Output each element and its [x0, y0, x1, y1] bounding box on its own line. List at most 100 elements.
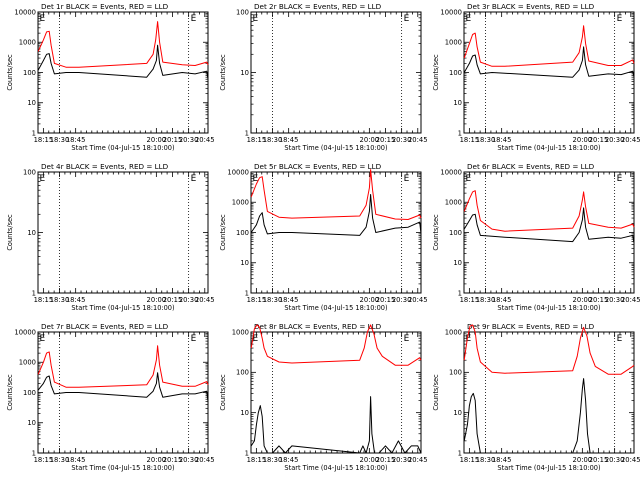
flag-marker-start: E	[253, 174, 259, 184]
x-tick-label: 20:45	[621, 296, 640, 304]
y-tick-label: 1	[245, 129, 249, 137]
series-events-line	[463, 46, 635, 78]
x-axis-label: Start Time (04-Jul-15 18:10:00)	[284, 304, 387, 312]
panel-det-8r: Det 8r BLACK = Events, RED = LLD18:1518:…	[219, 322, 428, 472]
x-tick-label: 20:00	[147, 456, 167, 464]
x-tick-label: 18:15	[460, 136, 480, 144]
y-tick-label: 10000	[14, 8, 36, 16]
y-tick-label: 100	[23, 69, 36, 77]
x-axis-label: Start Time (04-Jul-15 18:10:00)	[497, 464, 600, 472]
x-tick-label: 20:15	[376, 136, 396, 144]
x-axis-label: Start Time (04-Jul-15 18:10:00)	[71, 464, 174, 472]
x-tick-label: 20:15	[376, 296, 396, 304]
y-tick-label: 1	[245, 289, 249, 297]
y-tick-label: 10	[240, 409, 249, 417]
x-tick-label: 18:45	[492, 136, 512, 144]
x-tick-label: 20:15	[589, 136, 609, 144]
x-tick-label: 20:30	[179, 136, 199, 144]
x-tick-label: 20:30	[392, 296, 412, 304]
x-tick-label: 18:30	[50, 296, 70, 304]
x-tick-label: 20:45	[195, 136, 215, 144]
x-axis-label: Start Time (04-Jul-15 18:10:00)	[497, 304, 600, 312]
x-tick-label: 18:45	[492, 456, 512, 464]
y-tick-label: 1000	[445, 199, 462, 207]
panel-title: Det 3r BLACK = Events, RED = LLD	[467, 2, 595, 11]
x-tick-label: 20:15	[163, 136, 183, 144]
y-tick-label: 1000	[19, 359, 36, 367]
x-tick-label: 20:00	[360, 296, 380, 304]
x-tick-label: 18:45	[492, 296, 512, 304]
x-tick-label: 18:30	[263, 296, 283, 304]
series-events-line	[37, 44, 209, 80]
x-tick-label: 18:45	[279, 456, 299, 464]
series-events-line	[463, 378, 634, 454]
y-tick-label: 10	[453, 99, 462, 107]
panel-title: Det 8r BLACK = Events, RED = LLD	[254, 322, 382, 331]
flag-marker: E	[617, 174, 623, 184]
y-tick-label: 1000	[19, 39, 36, 47]
panel-det-3r: Det 3r BLACK = Events, RED = LLD18:1518:…	[432, 2, 640, 152]
x-tick-label: 18:15	[247, 136, 267, 144]
series-lld-line	[250, 324, 422, 366]
x-tick-label: 18:30	[50, 136, 70, 144]
y-tick-label: 1	[245, 449, 249, 457]
x-tick-label: 20:45	[195, 296, 215, 304]
series-lld-line	[463, 324, 635, 375]
x-tick-label: 18:15	[34, 296, 54, 304]
panel-det-1r: Det 1r BLACK = Events, RED = LLD18:1518:…	[6, 2, 215, 152]
x-tick-label: 20:30	[392, 136, 412, 144]
x-tick-label: 20:30	[605, 456, 625, 464]
x-tick-label: 18:15	[247, 456, 267, 464]
y-tick-label: 100	[449, 69, 462, 77]
y-tick-label: 10	[453, 409, 462, 417]
flag-marker: E	[191, 334, 197, 344]
flag-marker: E	[191, 174, 197, 184]
x-tick-label: 20:00	[147, 296, 167, 304]
x-axis-label: Start Time (04-Jul-15 18:10:00)	[284, 464, 387, 472]
x-tick-label: 20:45	[621, 136, 640, 144]
y-tick-label: 1	[458, 289, 462, 297]
flag-marker-start: E	[466, 14, 472, 24]
panel-title: Det 6r BLACK = Events, RED = LLD	[467, 162, 595, 171]
x-tick-label: 20:45	[621, 456, 640, 464]
y-axis-label: Counts/sec	[432, 54, 440, 91]
y-tick-label: 1000	[232, 199, 249, 207]
flag-marker-start: E	[253, 14, 259, 24]
flag-marker-start: E	[253, 334, 259, 344]
y-tick-label: 1	[458, 449, 462, 457]
x-tick-label: 20:15	[376, 456, 396, 464]
y-tick-label: 10	[453, 259, 462, 267]
y-axis-label: Counts/sec	[219, 54, 227, 91]
x-tick-label: 20:45	[195, 456, 215, 464]
x-tick-label: 18:45	[66, 456, 86, 464]
x-axis-label: Start Time (04-Jul-15 18:10:00)	[71, 144, 174, 152]
x-tick-label: 20:30	[179, 456, 199, 464]
plot-frame	[463, 331, 635, 454]
panel-det-9r: Det 9r BLACK = Events, RED = LLD18:1518:…	[432, 322, 640, 472]
y-tick-label: 1	[32, 289, 36, 297]
x-tick-label: 18:15	[460, 456, 480, 464]
flag-marker: E	[404, 334, 410, 344]
y-tick-label: 100	[449, 369, 462, 377]
y-tick-label: 100	[236, 229, 249, 237]
x-tick-label: 18:30	[263, 456, 283, 464]
flag-marker: E	[191, 14, 197, 24]
y-tick-label: 1	[32, 129, 36, 137]
y-tick-label: 100	[236, 8, 249, 16]
x-tick-label: 18:45	[279, 296, 299, 304]
series-events-line	[250, 396, 422, 454]
flag-marker-start: E	[40, 334, 46, 344]
y-tick-label: 1000	[232, 328, 249, 336]
x-tick-label: 18:30	[476, 136, 496, 144]
series-lld-line	[463, 190, 635, 232]
series-events-line	[463, 207, 635, 244]
series-events-line	[250, 194, 422, 236]
y-axis-label: Counts/sec	[6, 214, 14, 251]
panel-title: Det 2r BLACK = Events, RED = LLD	[254, 2, 382, 11]
y-tick-label: 10	[240, 69, 249, 77]
x-tick-label: 20:00	[573, 296, 593, 304]
flag-marker: E	[404, 14, 410, 24]
y-tick-label: 10	[27, 229, 36, 237]
x-tick-label: 18:30	[476, 456, 496, 464]
panel-title: Det 5r BLACK = Events, RED = LLD	[254, 162, 382, 171]
